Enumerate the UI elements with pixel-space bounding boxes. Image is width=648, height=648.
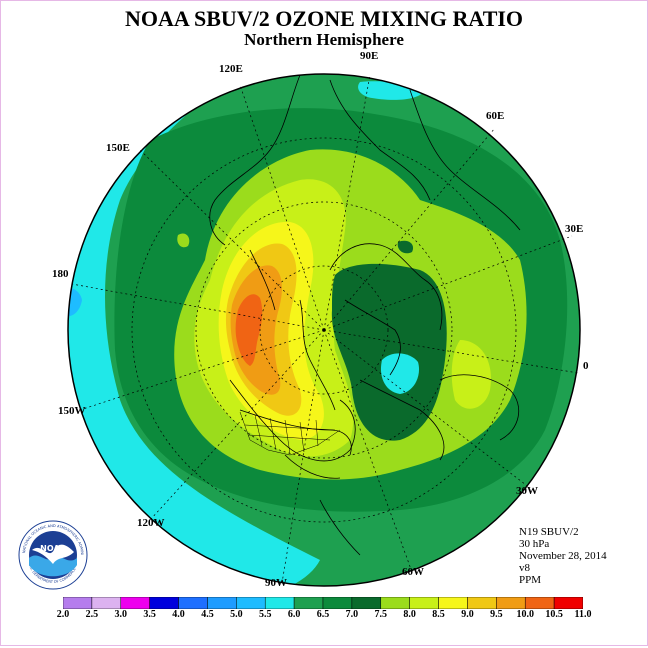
noaa-logo: NATIONAL OCEANIC AND ATMOSPHERIC ADMINI S… — [18, 520, 88, 590]
colorbar-tick-label: 6.5 — [316, 609, 330, 620]
info-block: N19 SBUV/2 30 hPa November 28, 2014 v8 P… — [519, 526, 607, 586]
info-units: PPM — [519, 574, 542, 586]
colorbar-tick-label: 5.0 — [230, 609, 243, 620]
coastlines — [209, 74, 521, 556]
colorbar-tick-label: 2.0 — [56, 609, 70, 620]
colorbar-bin — [91, 597, 122, 609]
colorbar-bin — [207, 597, 237, 609]
label-lon-0: 0 — [583, 360, 589, 372]
label-lon-150w: 150W — [58, 405, 86, 417]
colorbar-tick-label: 9.0 — [461, 609, 474, 620]
field-light-blue — [68, 288, 82, 317]
colorbar-tick-label: 6.0 — [287, 609, 301, 620]
colorbar-bin — [236, 597, 266, 609]
colorbar-tick-label: 4.0 — [172, 609, 185, 620]
colorbar-bin — [351, 597, 382, 609]
label-lon-90w: 90W — [265, 577, 287, 589]
chart-title: NOAA SBUV/2 OZONE MIXING RATIO — [124, 6, 524, 31]
colorbar-tick-label: 3.5 — [143, 609, 156, 620]
colorbar-tick-label: 2.5 — [85, 609, 99, 620]
colorbar-tick-label: 8.0 — [403, 609, 416, 620]
label-lon-150e: 150E — [106, 142, 130, 154]
info-instrument: N19 SBUV/2 — [519, 526, 579, 538]
latitude-circles — [131, 137, 517, 523]
colorbar-tick-label: 9.5 — [490, 609, 503, 620]
field-dark-trough — [331, 263, 447, 441]
meridians — [71, 74, 579, 584]
colorbar-tick-label: 8.5 — [432, 609, 445, 620]
colorbar-bin — [120, 597, 150, 609]
chart-subtitle: Northern Hemisphere — [244, 30, 404, 49]
colorbar-bin — [524, 597, 555, 609]
colorbar-bin — [438, 597, 468, 609]
colorbar-tick-label: 11.0 — [574, 609, 592, 620]
info-version: v8 — [519, 562, 530, 574]
colorbar-tick-label: 4.5 — [201, 609, 214, 620]
colorbar-bin — [380, 597, 410, 609]
label-lon-90e: 90E — [360, 50, 379, 62]
label-lon-30w: 30W — [516, 485, 538, 497]
colorbar-tick-label: 7.0 — [345, 609, 359, 620]
label-lon-60e: 60E — [486, 110, 505, 122]
field-cyan-low — [380, 353, 420, 394]
info-pressure-level: 30 hPa — [519, 538, 550, 550]
label-lon-30e: 30E — [565, 223, 584, 235]
us-states — [239, 411, 341, 456]
field-red-orange — [235, 294, 263, 366]
colorbar-bin — [322, 597, 353, 609]
label-lon-120e: 120E — [219, 63, 243, 75]
colorbar-bin — [496, 597, 526, 609]
colorbar-bin — [467, 597, 497, 609]
colorbar-bin — [553, 597, 583, 609]
colorbar-bin — [149, 597, 179, 609]
label-lon-60w: 60W — [402, 566, 424, 578]
field-lime-blob — [177, 233, 190, 248]
colorbar-bin — [264, 597, 295, 609]
colorbar-bin — [63, 597, 93, 609]
map-boundary — [67, 73, 581, 587]
field-dark-small — [397, 240, 414, 254]
label-lon-180: 180 — [52, 268, 69, 280]
colorbar-bin — [409, 597, 439, 609]
colorbar-bin — [293, 597, 324, 609]
colorbar-tick-label: 10.0 — [516, 609, 534, 620]
field-yellow-green-east — [451, 340, 491, 409]
info-date: November 28, 2014 — [519, 550, 607, 562]
label-lon-120w: 120W — [137, 517, 165, 529]
colorbar-tick-label: 5.5 — [258, 609, 272, 620]
colorbar-tick-label: 3.0 — [114, 609, 128, 620]
colorbar-bin — [178, 597, 208, 609]
logo-text: NOAA — [40, 544, 66, 553]
colorbar — [63, 597, 583, 609]
colorbar-tick-label: 7.5 — [374, 609, 388, 620]
colorbar-tick-label: 10.5 — [545, 609, 563, 620]
